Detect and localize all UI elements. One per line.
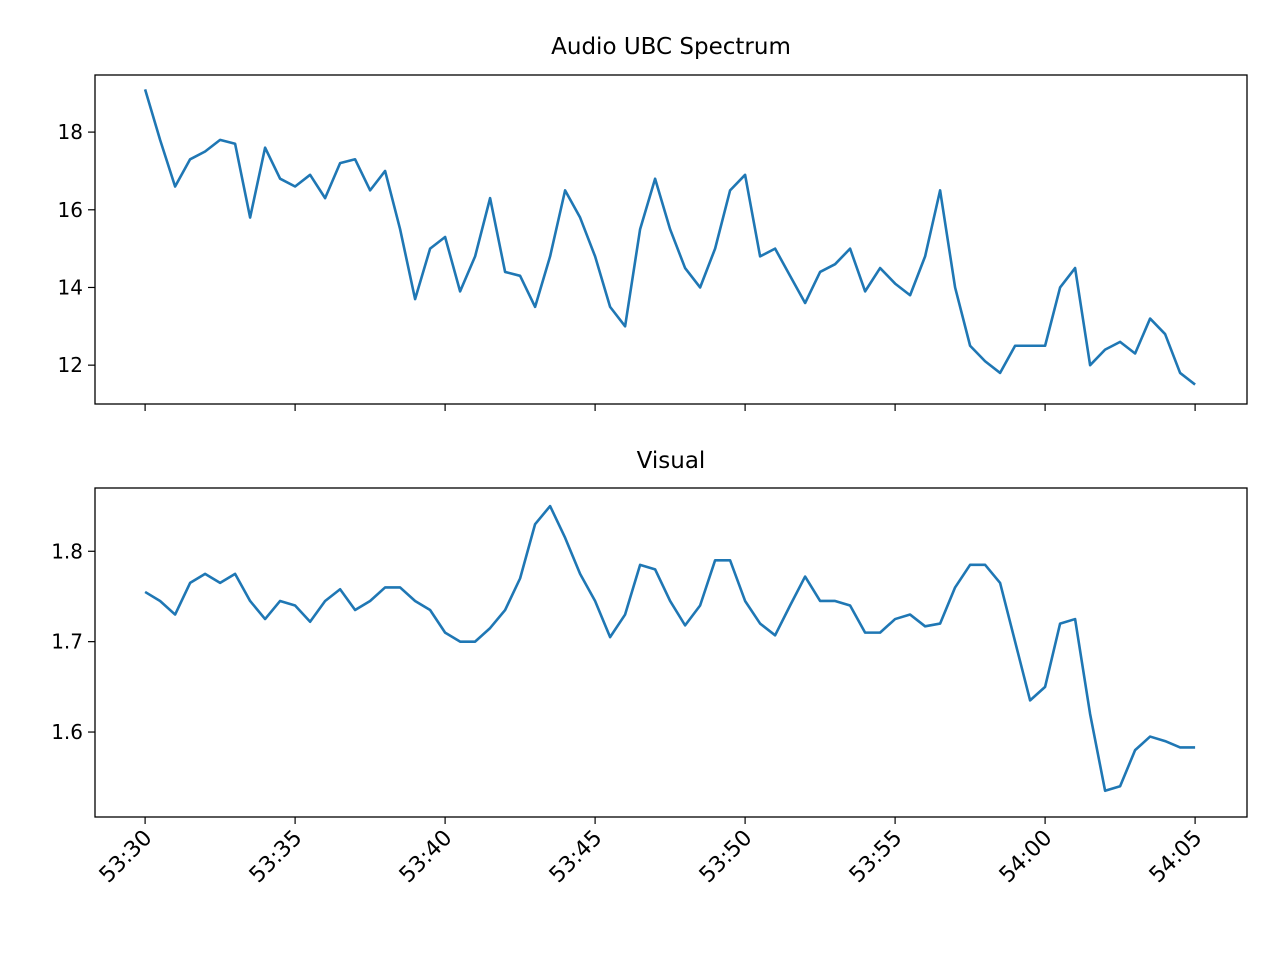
x-tick-label: 53:45 bbox=[545, 826, 608, 889]
x-tick-label: 53:55 bbox=[845, 826, 908, 889]
y-tick-label: 16 bbox=[58, 198, 83, 222]
x-tick-label: 54:00 bbox=[995, 826, 1058, 889]
axes-frame bbox=[94, 487, 1248, 818]
chart-title: Audio UBC Spectrum bbox=[551, 34, 791, 60]
x-tick-label: 53:40 bbox=[395, 826, 458, 889]
chart-title: Visual bbox=[637, 448, 706, 474]
y-tick-label: 18 bbox=[58, 120, 83, 144]
x-tick-label: 53:30 bbox=[95, 826, 158, 889]
x-tick-label: 53:35 bbox=[245, 826, 308, 889]
y-tick-label: 1.8 bbox=[51, 539, 83, 563]
y-tick-label: 1.7 bbox=[51, 630, 83, 654]
x-tick-label: 53:50 bbox=[695, 826, 758, 889]
y-tick-label: 12 bbox=[58, 353, 83, 377]
x-tick-label: 54:05 bbox=[1145, 826, 1208, 889]
y-tick-label: 1.6 bbox=[51, 720, 83, 744]
y-tick-label: 14 bbox=[58, 275, 83, 299]
data-line bbox=[143, 88, 1196, 386]
axes-frame bbox=[94, 74, 1248, 405]
data-line bbox=[144, 504, 1196, 793]
